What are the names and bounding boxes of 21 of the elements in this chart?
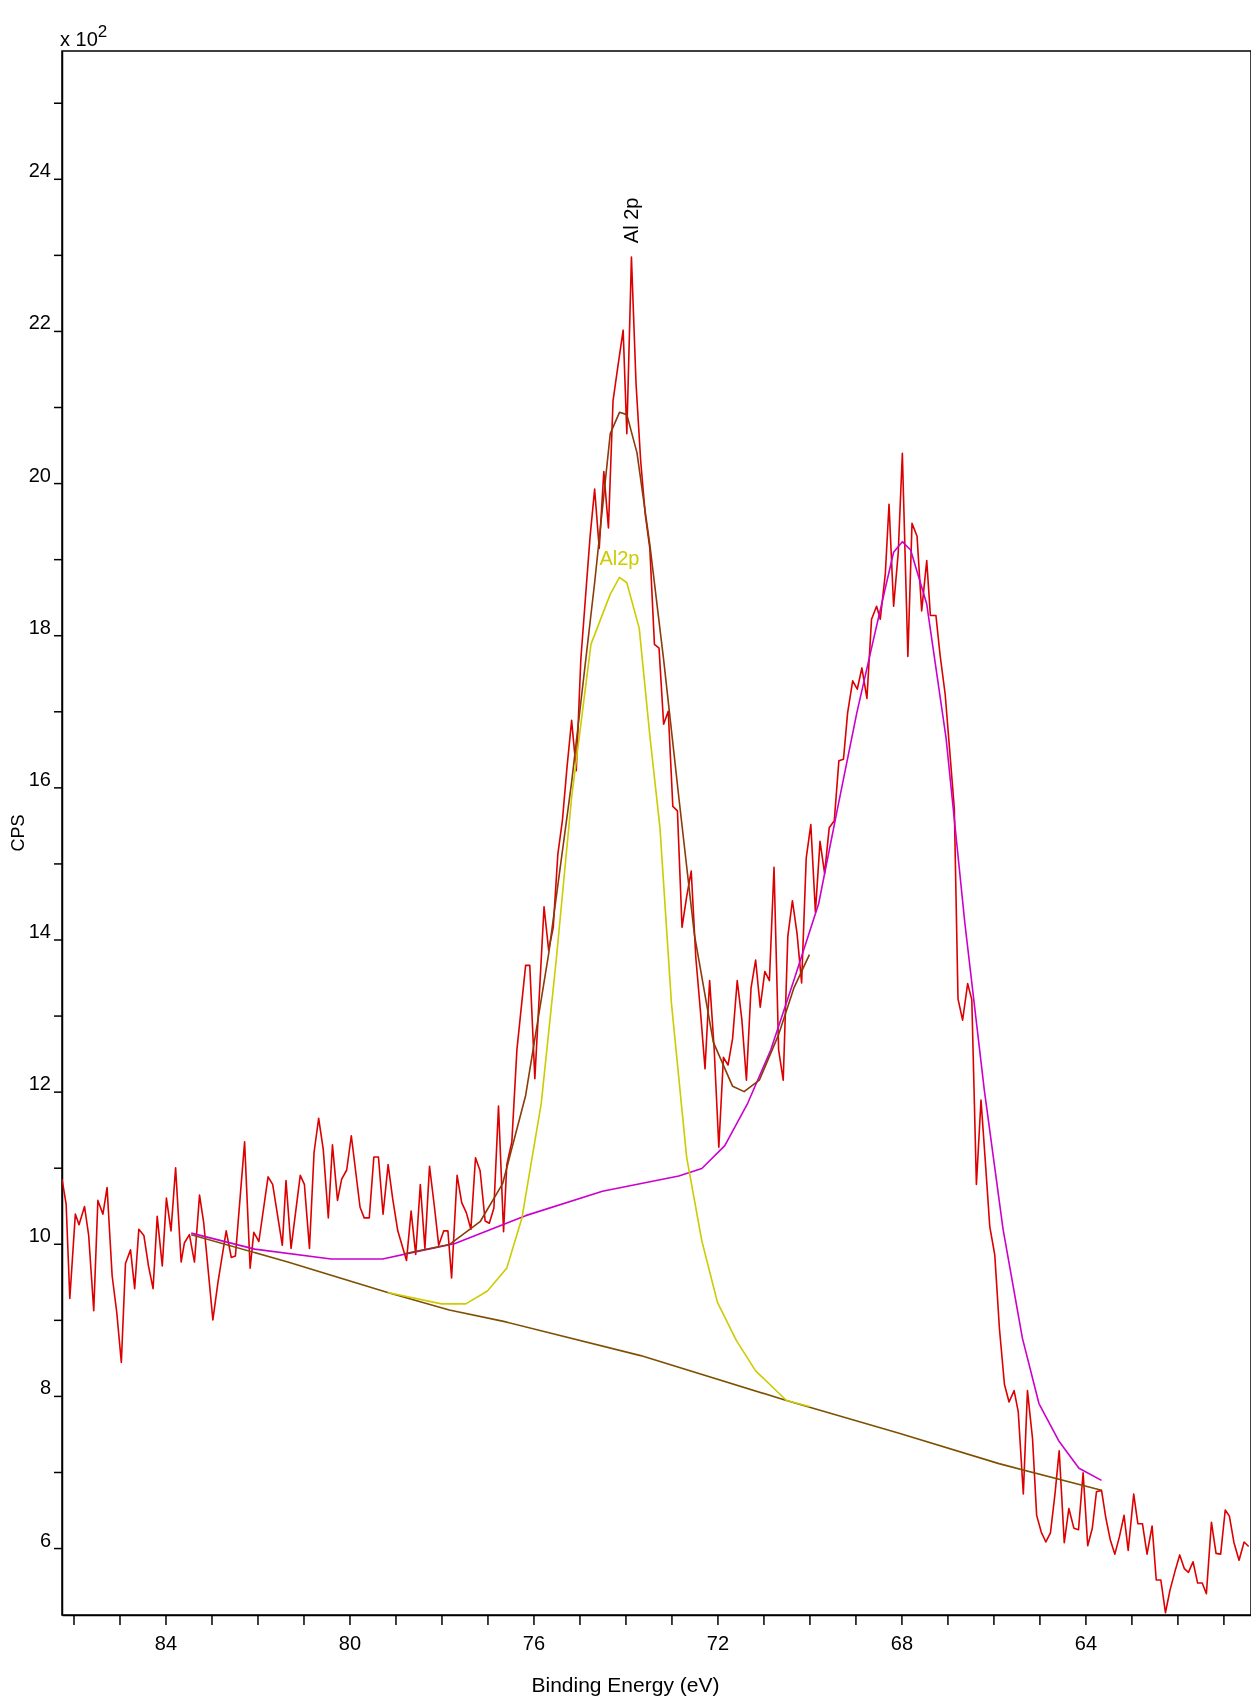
x-tick-label: 76 <box>522 1632 546 1654</box>
y-tick-label: 20 <box>28 463 51 486</box>
y-tick-label: 22 <box>28 311 51 334</box>
x-axis-title: Binding Energy (eV) <box>531 1673 720 1696</box>
series-label: Al2p <box>599 547 640 570</box>
x-tick-label: 72 <box>706 1632 730 1654</box>
y-tick-label: 10 <box>28 1224 51 1247</box>
y-tick-label: 14 <box>28 920 51 942</box>
y-tick-label: 8 <box>39 1376 51 1399</box>
x-tick-label: 68 <box>890 1632 914 1654</box>
y-tick-label: 16 <box>28 767 51 790</box>
x-tick-label: 80 <box>338 1632 362 1654</box>
y-axis-title: CPS <box>8 814 28 852</box>
y-tick-label: 24 <box>28 159 51 182</box>
x-tick-label: 84 <box>154 1632 178 1654</box>
y-tick-label: 12 <box>28 1072 51 1095</box>
y-tick-label: 18 <box>28 615 51 638</box>
text: x 10$^{2}$ <box>60 21 108 50</box>
x-tick-label: 64 <box>1074 1632 1098 1654</box>
annotation: Al 2p <box>620 197 643 244</box>
y-tick-label: 6 <box>39 1528 51 1551</box>
